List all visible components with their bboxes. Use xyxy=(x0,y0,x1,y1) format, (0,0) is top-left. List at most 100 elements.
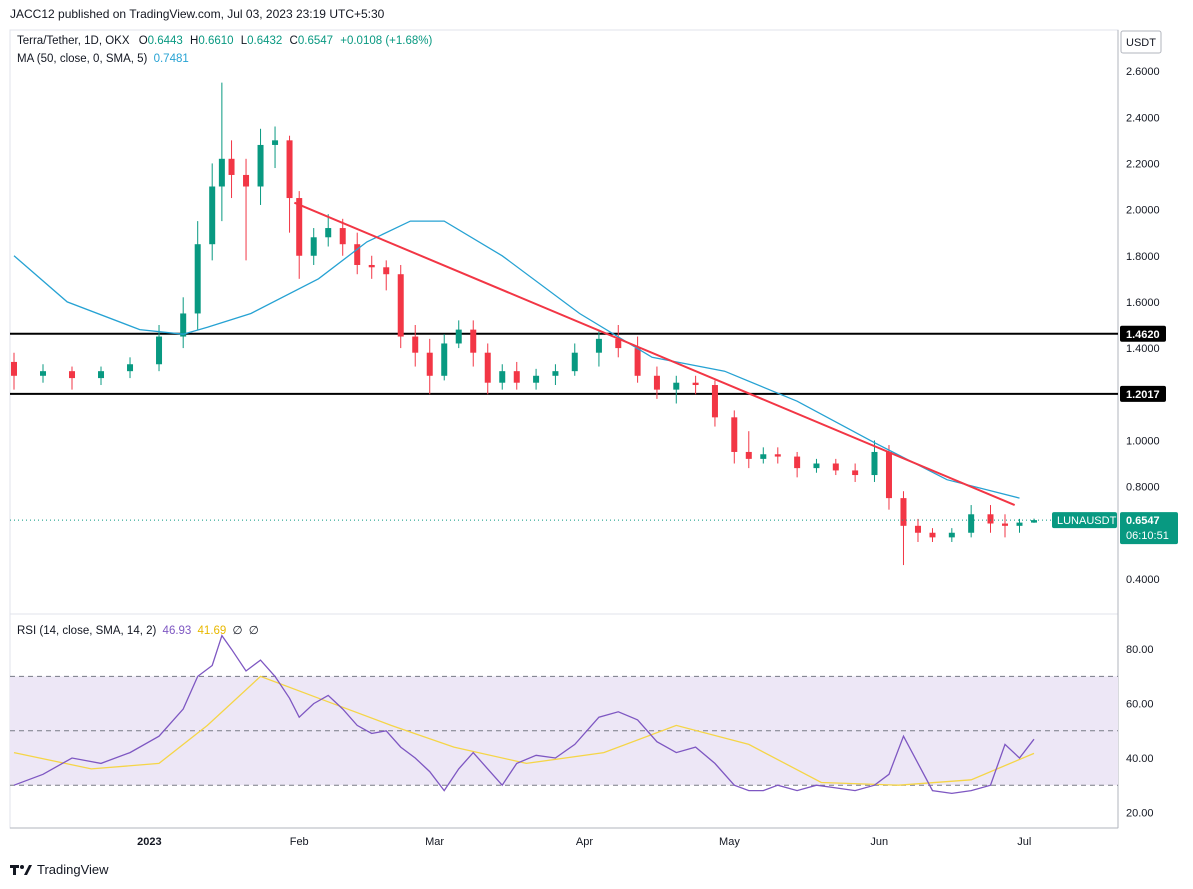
time-label: Feb xyxy=(290,836,309,848)
price-pane-frame xyxy=(9,29,1119,615)
level-low-tag: 1.2017 xyxy=(1126,389,1160,401)
candle-body xyxy=(1001,523,1008,526)
brand[interactable]: TradingView xyxy=(10,862,109,877)
candle-body xyxy=(794,456,801,469)
countdown-tag: 06:10:51 xyxy=(1126,530,1169,542)
candle-body xyxy=(286,140,293,199)
candle-body xyxy=(11,361,17,376)
open-value: 0.6443 xyxy=(147,35,183,47)
indicator-lines xyxy=(13,201,1035,795)
high-value: 0.6610 xyxy=(198,35,234,47)
candle-body xyxy=(813,463,820,469)
candle-body xyxy=(243,174,250,187)
candle-body xyxy=(552,371,559,376)
ma-line xyxy=(13,220,1020,499)
candle-body xyxy=(40,371,47,376)
candle-body xyxy=(760,454,767,459)
candle-body xyxy=(98,371,105,379)
candle-body xyxy=(900,498,907,526)
candle-body xyxy=(513,371,520,383)
candle-body xyxy=(929,532,936,538)
candle-body xyxy=(948,532,955,538)
candle-body xyxy=(774,454,781,457)
time-label: Jul xyxy=(1017,836,1031,848)
candle-body xyxy=(228,158,235,175)
publisher-line: JACC12 published on TradingView.com, Jul… xyxy=(10,7,385,21)
tradingview-logo-icon xyxy=(10,864,32,875)
candle-body xyxy=(296,198,303,256)
low-label: L xyxy=(240,35,248,47)
symbol-line[interactable]: Terra/Tether, 1D, OKX xyxy=(17,35,130,47)
candle-body xyxy=(310,237,317,256)
last-price-tag: 0.6547 xyxy=(1126,515,1160,527)
price-tick-label: 0.8000 xyxy=(1126,482,1160,494)
candle-body xyxy=(731,417,738,452)
trendline[interactable] xyxy=(293,201,1016,506)
time-axis-labels: 2023 Feb Mar Apr May Jun Jul xyxy=(137,836,1031,848)
change-value: +0.0108 (+1.68%) xyxy=(340,35,433,47)
candle-body xyxy=(745,451,752,459)
candle-body xyxy=(368,264,375,268)
candle-body xyxy=(852,470,859,476)
level-high-box xyxy=(1120,325,1166,342)
price-tick-label: 1.6000 xyxy=(1126,297,1160,309)
candle-body xyxy=(987,514,994,524)
last-price-box xyxy=(1120,512,1178,545)
candle-body xyxy=(832,463,839,471)
price-tick-label: 1.0000 xyxy=(1126,435,1160,447)
currency-label: USDT xyxy=(1126,37,1156,49)
price-axis-ticks: 2.6000 2.4000 2.2000 2.0000 1.8000 1.6000 1.40… xyxy=(1126,66,1160,819)
candle-body xyxy=(354,244,361,265)
candle-body xyxy=(533,375,540,383)
candle-body xyxy=(595,338,602,353)
candle-body xyxy=(441,343,448,376)
time-label: Mar xyxy=(425,836,444,848)
candle-body xyxy=(69,371,76,379)
candle-body xyxy=(397,274,404,337)
price-tick-label: 2.2000 xyxy=(1126,158,1160,170)
price-tick-label: 1.8000 xyxy=(1126,251,1160,263)
candle-body xyxy=(194,244,201,314)
price-tick-label: 2.0000 xyxy=(1126,205,1160,217)
rsi-ma-value: 41.69 xyxy=(197,625,227,637)
open-label: O xyxy=(138,35,148,47)
ohlc-legend: Terra/Tether, 1D, OKX O0.6443 H0.6610 L0… xyxy=(17,35,432,47)
candle-body xyxy=(1016,522,1023,526)
price-tick-label: 1.4000 xyxy=(1126,343,1160,355)
candle-body xyxy=(455,329,462,344)
candle-body xyxy=(885,451,892,499)
candlesticks xyxy=(11,82,1037,566)
candle-body xyxy=(325,228,332,238)
rsi-label[interactable]: RSI (14, close, SMA, 14, 2) xyxy=(17,625,157,637)
rsi-extra-2: ∅ xyxy=(248,625,259,637)
price-tick-label: 2.6000 xyxy=(1126,66,1160,78)
time-label: Apr xyxy=(576,836,593,848)
rsi-tick-label: 20.00 xyxy=(1126,807,1154,819)
candle-body xyxy=(180,313,187,337)
currency-box[interactable] xyxy=(1120,30,1162,54)
price-tick-label: 0.4000 xyxy=(1126,574,1160,586)
rsi-legend: RSI (14, close, SMA, 14, 2) 46.93 41.69 … xyxy=(17,623,259,637)
candle-body xyxy=(339,228,346,245)
candle-body xyxy=(209,186,216,245)
candle-body xyxy=(968,514,975,533)
candle-body xyxy=(218,158,225,187)
candle-body xyxy=(571,352,578,372)
level-low-box xyxy=(1120,385,1166,402)
candle-body xyxy=(257,144,264,187)
low-value: 0.6432 xyxy=(247,35,283,47)
ma-label[interactable]: MA (50, close, 0, SMA, 5) xyxy=(17,53,148,65)
rsi-tick-label: 40.00 xyxy=(1126,753,1154,765)
candle-body xyxy=(871,451,878,476)
candle-body xyxy=(711,385,718,418)
high-label: H xyxy=(190,35,199,47)
symbol-tag-box xyxy=(1052,512,1117,529)
candle-body xyxy=(383,267,390,275)
candle-body xyxy=(653,375,660,390)
candle-body xyxy=(914,525,921,533)
rsi-band-layer xyxy=(10,675,1118,786)
candle-body xyxy=(412,336,419,353)
symbol-tag: LUNAUSDT xyxy=(1057,515,1117,527)
ma-value: 0.7481 xyxy=(153,53,189,65)
